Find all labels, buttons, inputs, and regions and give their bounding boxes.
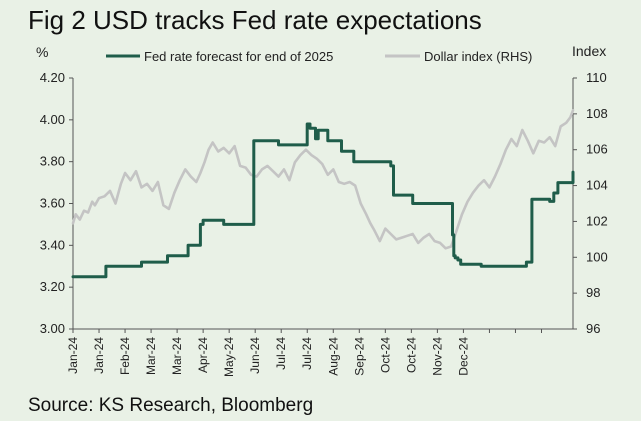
x-tick-label: Sep-24 <box>352 337 366 376</box>
x-tick-label: Jan-24 <box>66 337 80 374</box>
y-left-tick-label: 4.20 <box>40 70 65 85</box>
y-right-tick-label: 108 <box>586 106 608 121</box>
x-tick-label: Nov-24 <box>430 337 444 376</box>
x-axis: Jan-24 Jan-24 Feb-24 Mar-24 Mar-24 Apr-24 May-… <box>66 328 573 377</box>
x-tick-label: Mar-24 <box>144 337 158 375</box>
y-right-tick-label: 106 <box>586 142 608 157</box>
legend-fed-label: Fed rate forecast for end of 2025 <box>144 49 333 64</box>
y-right-tick-label: 100 <box>586 249 608 264</box>
y-left-tick-label: 3.80 <box>40 154 65 169</box>
x-tick-label: Aug-24 <box>326 337 340 376</box>
x-tick-label: Jul-24 <box>274 337 288 370</box>
legend-dxy-label: Dollar index (RHS) <box>424 49 532 64</box>
source-note: Source: KS Research, Bloomberg <box>28 395 314 416</box>
series-layer <box>71 109 575 279</box>
y-left-tick-label: 3.40 <box>40 237 65 252</box>
x-tick-label: Oct-24 <box>378 337 392 373</box>
x-tick-label: Jan-24 <box>92 337 106 374</box>
y-right-tick-label: 102 <box>586 213 608 228</box>
x-tick-label: May-24 <box>222 337 236 377</box>
y-left-tick-label: 3.20 <box>40 279 65 294</box>
x-tick-label: Apr-24 <box>196 337 210 373</box>
x-tick-label: Mar-24 <box>170 337 184 375</box>
y-left-tick-label: 3.00 <box>40 321 65 336</box>
y-left-unit: % <box>36 44 48 60</box>
chart-title: Fig 2 USD tracks Fed rate expectations <box>28 5 482 35</box>
y-left-tick-label: 4.00 <box>40 112 65 127</box>
fed-rate-forecast-line <box>71 122 575 279</box>
x-tick-label: Feb-24 <box>118 337 132 375</box>
y-left-tick-label: 3.60 <box>40 196 65 211</box>
x-tick-label: Oct-24 <box>404 337 418 373</box>
y-right-tick-label: 104 <box>586 178 608 193</box>
x-tick-label: Jun-24 <box>248 337 262 374</box>
legend: Fed rate forecast for end of 2025 Dollar … <box>106 49 532 64</box>
y-right-tick-label: 110 <box>586 70 607 85</box>
y-right-tick-label: 96 <box>586 321 600 336</box>
y-right-tick-label: 98 <box>586 285 600 300</box>
y-axis-right: 96 98 100 102 104 106 108 110 Index <box>572 43 608 336</box>
x-tick-label: Dec-24 <box>456 337 470 376</box>
y-axis-left: 3.00 3.20 3.40 3.60 3.80 4.00 4.20% <box>36 44 74 336</box>
dollar-index-line <box>71 109 575 250</box>
x-tick-label: Jul-24 <box>300 337 314 370</box>
y-right-unit: Index <box>572 43 606 59</box>
